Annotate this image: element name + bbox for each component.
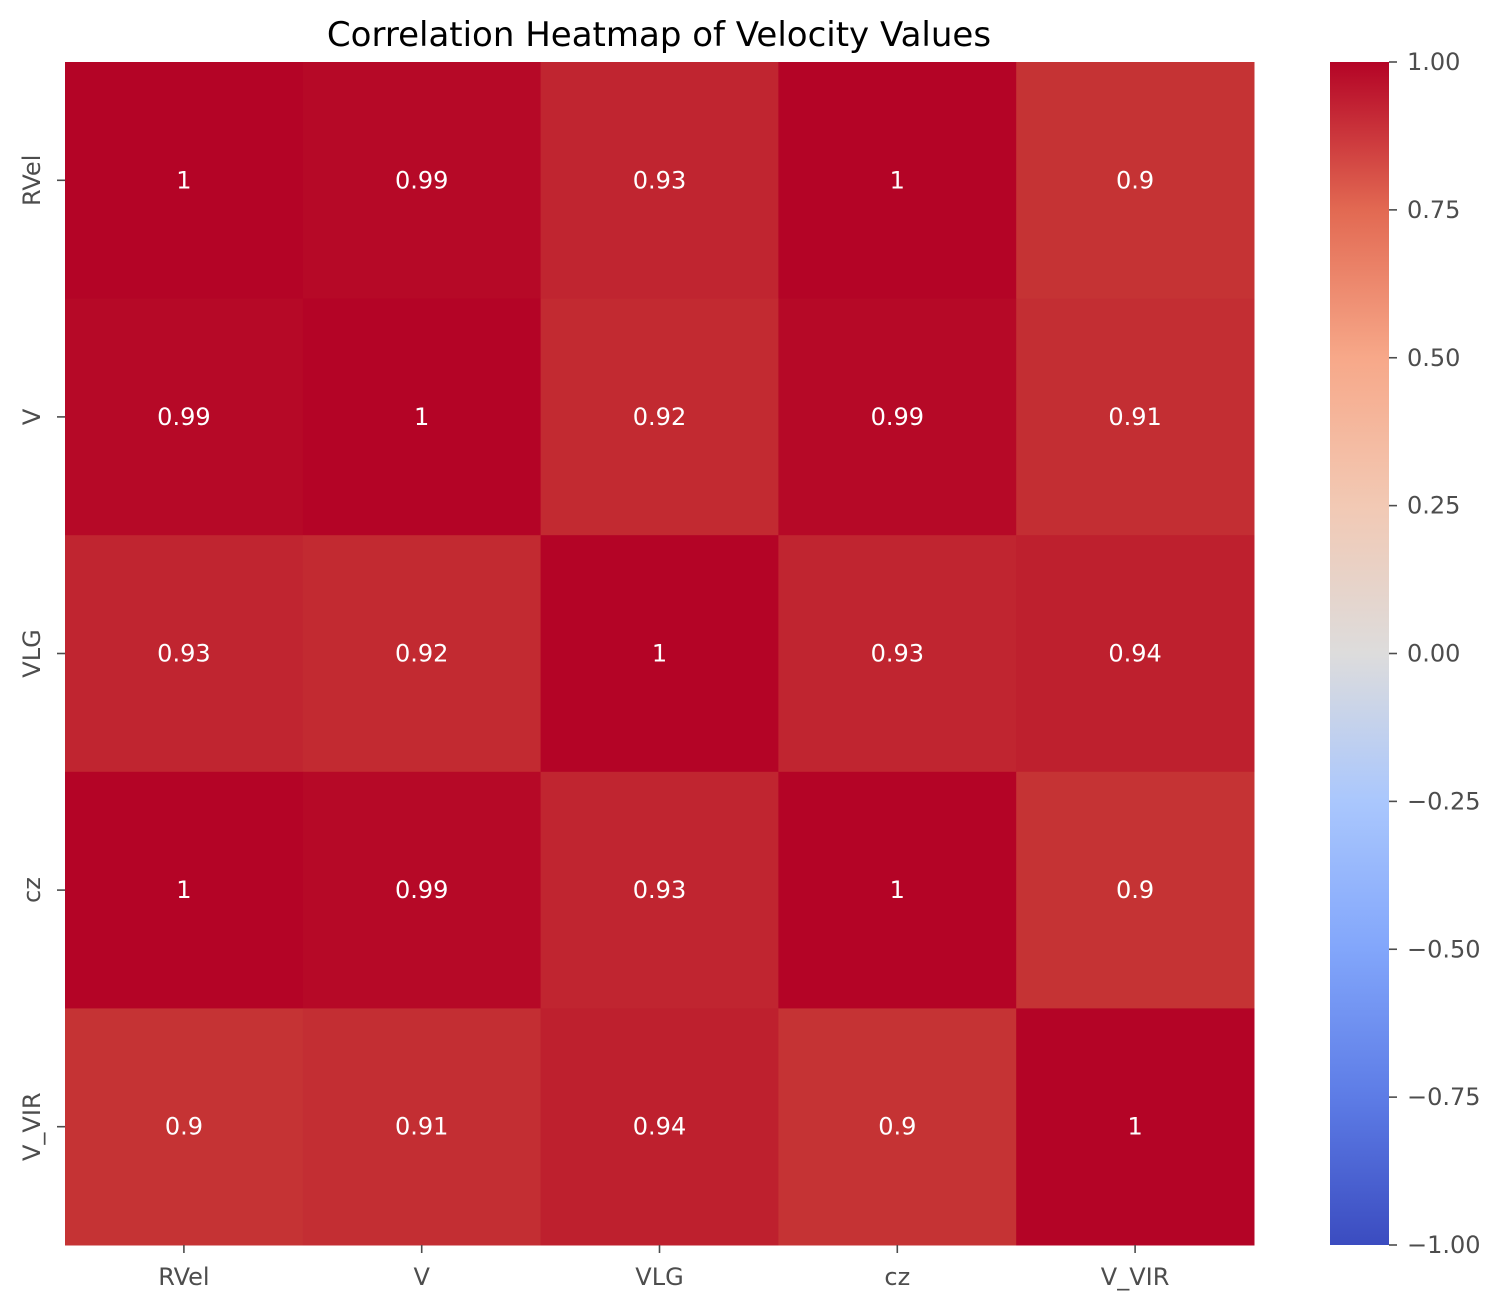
cell-value-label: 0.93 <box>633 876 686 904</box>
cell-value-label: 0.93 <box>871 640 924 668</box>
heatmap-cell <box>65 1008 304 1246</box>
colorbar-tick-label: −0.50 <box>1407 935 1481 963</box>
cell-value-label: 0.94 <box>633 1113 686 1141</box>
heatmap-cell <box>778 535 1017 773</box>
heatmap-cell <box>302 535 542 773</box>
heatmap-cell <box>302 771 542 1009</box>
cell-value-label: 0.92 <box>633 403 686 431</box>
heatmap-cell <box>778 298 1017 536</box>
colorbar-tick-label: −1.00 <box>1407 1231 1481 1259</box>
heatmap-cell <box>65 298 304 536</box>
cell-value-label: 0.91 <box>1108 403 1161 431</box>
cell-value-label: 1 <box>890 166 905 194</box>
colorbar-axis: 1.00 0.75 0.50 0.25 0.00 −0.25 −0.50 −0.75 −1.00 <box>1389 48 1481 1259</box>
y-tick-label: V <box>18 408 46 425</box>
cell-value-label: 0.94 <box>1108 640 1161 668</box>
cell-value-label: 1 <box>176 166 191 194</box>
cell-value-label: 1 <box>890 876 905 904</box>
cell-value-label: 0.9 <box>1116 166 1154 194</box>
colorbar-tick-label: −0.75 <box>1407 1083 1481 1111</box>
cell-value-label: 0.9 <box>878 1113 916 1141</box>
y-axis: RVel V VLG cz V_VIR <box>18 155 65 1161</box>
colorbar-tick-label: 0.25 <box>1407 492 1460 520</box>
cell-value-label: 0.9 <box>165 1113 203 1141</box>
cell-value-label: 0.99 <box>395 876 448 904</box>
heatmap-cell <box>778 62 1017 300</box>
chart-title: Correlation Heatmap of Velocity Values <box>327 15 991 55</box>
x-tick-label: cz <box>884 1263 910 1291</box>
x-tick-label: RVel <box>158 1263 209 1291</box>
cell-value-label: 0.92 <box>395 640 448 668</box>
heatmap-cell <box>1016 298 1255 536</box>
heatmap-cell <box>540 1008 779 1246</box>
cell-value-label: 1 <box>1127 1113 1142 1141</box>
heatmap-cell <box>778 771 1017 1009</box>
colorbar-tick-label: 0.50 <box>1407 344 1460 372</box>
cell-value-label: 0.9 <box>1116 876 1154 904</box>
heatmap-cell <box>540 298 779 536</box>
cell-value-label: 1 <box>414 403 429 431</box>
heatmap-cell <box>1016 771 1255 1009</box>
heatmap-cell <box>778 1008 1017 1246</box>
heatmap-cell <box>65 62 304 300</box>
y-tick-label: RVel <box>18 155 46 206</box>
cell-value-label: 0.99 <box>157 403 210 431</box>
x-axis: RVel V VLG cz V_VIR <box>158 1245 1169 1291</box>
colorbar-tick-label: 1.00 <box>1407 48 1460 76</box>
y-tick-label: cz <box>18 877 46 903</box>
heatmap-cell <box>302 298 542 536</box>
heatmap-cell <box>302 1008 542 1246</box>
heatmap-cell <box>1016 535 1255 773</box>
colorbar-tick-label: 0.75 <box>1407 196 1460 224</box>
heatmap-cell <box>65 535 304 773</box>
cell-value-label: 0.99 <box>395 166 448 194</box>
cell-value-label: 0.99 <box>871 403 924 431</box>
heatmap-cell <box>1016 62 1255 300</box>
heatmap-cell <box>540 535 779 773</box>
heatmap-cell <box>65 771 304 1009</box>
heatmap-cell <box>540 771 779 1009</box>
heatmap-cell <box>302 62 542 300</box>
heatmap-cell <box>540 62 779 300</box>
colorbar <box>1330 62 1389 1245</box>
x-tick-label: V_VIR <box>1101 1263 1170 1291</box>
cell-value-label: 0.93 <box>157 640 210 668</box>
cell-value-label: 1 <box>176 876 191 904</box>
cell-value-label: 0.93 <box>633 166 686 194</box>
cell-value-label: 1 <box>652 640 667 668</box>
heatmap-cell <box>1016 1008 1255 1246</box>
cell-value-label: 0.91 <box>395 1113 448 1141</box>
y-tick-label: VLG <box>18 629 46 677</box>
y-tick-label: V_VIR <box>18 1092 46 1161</box>
x-tick-label: VLG <box>635 1263 683 1291</box>
colorbar-tick-label: 0.00 <box>1407 640 1460 668</box>
heatmap-cells: 1 0.99 0.93 1 0.90.99 1 0.92 0.99 0.910.93 0.92 1 0… <box>65 62 1255 1246</box>
colorbar-tick-label: −0.25 <box>1407 787 1481 815</box>
x-tick-label: V <box>413 1263 430 1291</box>
